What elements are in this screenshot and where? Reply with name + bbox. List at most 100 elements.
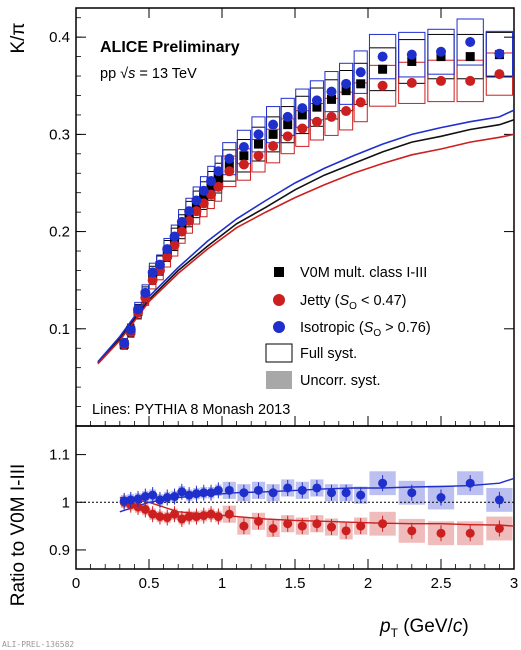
- ratio-data-point: [239, 521, 249, 531]
- ratio-data-point: [133, 502, 143, 512]
- data-point-circle: [494, 48, 505, 59]
- bottom-y-tick-label: 1.1: [49, 447, 70, 464]
- data-point-circle: [238, 142, 249, 153]
- legend-label-full-syst: Full syst.: [300, 346, 357, 362]
- data-point-square: [356, 79, 366, 89]
- data-point-square: [254, 139, 263, 149]
- ratio-data-point: [407, 526, 417, 536]
- ratio-data-point: [162, 513, 172, 523]
- data-point-circle: [224, 153, 235, 164]
- data-point-circle: [213, 181, 224, 192]
- data-point-circle: [406, 49, 417, 60]
- chart-subtitle: pp √s = 13 TeV: [100, 66, 197, 82]
- ratio-data-point: [378, 478, 388, 488]
- ratio-data-point: [465, 528, 475, 538]
- legend-label-uncorr-syst: Uncorr. syst.: [300, 373, 381, 389]
- legend: V0M mult. class I-III Jetty (SO < 0.47) …: [265, 265, 431, 389]
- data-point-circle: [436, 46, 446, 57]
- pythia-line: [97, 109, 515, 363]
- data-point-circle: [377, 51, 388, 62]
- ratio-data-point: [140, 492, 150, 502]
- data-point-circle: [326, 111, 337, 122]
- ratio-data-point: [356, 521, 366, 531]
- data-point-circle: [494, 69, 505, 80]
- x-ticks: 0 0.5 1 1.5 2 2.5 3: [72, 8, 518, 592]
- data-point-circle: [311, 116, 322, 127]
- ratio-data-point: [206, 509, 216, 519]
- top-y-axis-title: K/π: [8, 22, 29, 53]
- ratio-data-point: [254, 516, 263, 526]
- x-tick-label: 1.5: [285, 575, 306, 592]
- ratio-data-point: [170, 509, 180, 519]
- syst-box: [456, 18, 484, 66]
- data-point-circle: [282, 111, 293, 122]
- ratio-data-point: [312, 483, 322, 493]
- ratio-data-point: [268, 523, 278, 533]
- ratio-data-point: [155, 495, 165, 505]
- ratio-data-point: [199, 488, 209, 498]
- data-point-circle: [147, 267, 158, 278]
- data-point-circle: [341, 78, 352, 89]
- ratio-data-point: [341, 488, 351, 498]
- ratio-data-point: [297, 485, 307, 495]
- ratio-data-point: [206, 488, 216, 498]
- syst-box: [353, 50, 368, 94]
- data-point-circle: [162, 251, 173, 262]
- data-point-square: [283, 120, 293, 130]
- syst-box: [324, 71, 339, 113]
- ratio-data-point: [213, 512, 223, 522]
- data-point-circle: [224, 166, 235, 177]
- ratio-data-point: [148, 509, 158, 519]
- bottom-y-tick-label: 0.9: [49, 542, 70, 559]
- top-data-points: [119, 37, 505, 350]
- ratio-data-point: [465, 478, 475, 488]
- data-point-circle: [436, 75, 446, 86]
- ratio-data-point: [119, 496, 129, 506]
- data-point-circle: [377, 80, 388, 91]
- ratio-data-point: [297, 521, 307, 531]
- legend-marker-jetty: [273, 294, 285, 306]
- footnote: Lines: PYTHIA 8 Monash 2013: [92, 402, 290, 418]
- syst-box: [398, 31, 426, 78]
- bottom-data-points: [119, 475, 504, 542]
- bottom-y-axis-title: Ratio to V0M I-III: [8, 464, 29, 607]
- top-y-tick-label: 0.4: [49, 29, 70, 46]
- data-point-circle: [176, 226, 187, 237]
- watermark: ALI-PREL-136582: [2, 640, 74, 649]
- data-point-circle: [119, 338, 130, 349]
- ratio-data-point: [341, 526, 351, 536]
- data-point-circle: [311, 95, 322, 106]
- data-point-circle: [355, 67, 366, 78]
- data-point-circle: [191, 206, 202, 217]
- ratio-data-point: [148, 490, 158, 500]
- ratio-data-point: [191, 489, 201, 499]
- ratio-data-point: [224, 509, 234, 519]
- ratio-data-point: [126, 495, 136, 505]
- data-point-circle: [154, 259, 165, 270]
- data-point-circle: [268, 141, 279, 152]
- data-point-circle: [253, 150, 264, 161]
- syst-box: [339, 62, 354, 105]
- data-point-circle: [297, 103, 308, 114]
- legend-marker-v0m: [274, 267, 284, 277]
- ratio-data-point: [268, 488, 278, 498]
- data-point-square: [341, 86, 351, 96]
- ratio-data-point: [199, 511, 209, 521]
- ratio-data-point: [378, 519, 388, 529]
- data-point-circle: [169, 231, 180, 242]
- data-point-circle: [406, 77, 417, 88]
- chart-title: ALICE Preliminary: [100, 39, 240, 56]
- ratio-data-point: [494, 523, 504, 533]
- data-point-circle: [198, 185, 209, 196]
- data-point-square: [407, 56, 417, 66]
- ratio-data-point: [224, 485, 234, 495]
- ratio-data-point: [407, 488, 417, 498]
- x-tick-label: 0: [72, 575, 80, 592]
- data-point-circle: [355, 97, 366, 108]
- data-point-square: [213, 173, 223, 183]
- data-point-circle: [465, 37, 476, 48]
- x-tick-label: 2.5: [431, 575, 452, 592]
- legend-label-isotropic: Isotropic (SO > 0.76): [300, 320, 431, 339]
- x-axis-title: pT (GeV/c): [379, 616, 469, 640]
